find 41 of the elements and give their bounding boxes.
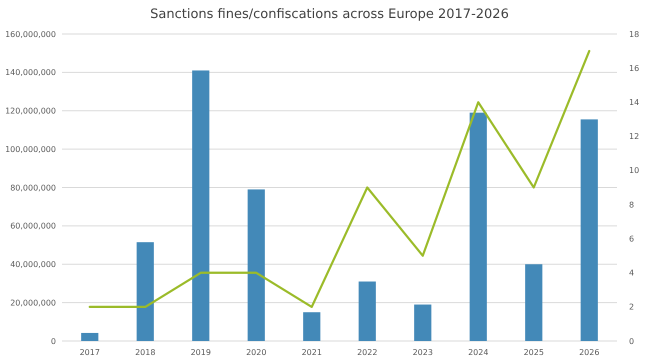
y2-tick-label: 8 (629, 200, 634, 210)
y2-tick-label: 14 (629, 98, 640, 108)
bar (414, 304, 432, 341)
y2-tick-label: 2 (629, 302, 634, 312)
x-tick-label: 2025 (524, 348, 544, 357)
y2-tick-label: 10 (629, 166, 640, 176)
y2-tick-label: 16 (629, 64, 640, 73)
y2-tick-label: 6 (629, 234, 634, 244)
x-tick-label: 2026 (579, 348, 600, 357)
bar (580, 119, 598, 341)
y-tick-label: 80,000,000 (10, 183, 56, 192)
y-tick-label: 20,000,000 (10, 298, 56, 308)
bar (81, 332, 98, 341)
bar (303, 312, 320, 341)
bar (192, 70, 210, 341)
x-tick-label: 2021 (302, 348, 322, 357)
x-tick-label: 2019 (190, 348, 211, 357)
x-tick-label: 2017 (80, 348, 100, 357)
x-tick-label: 2022 (357, 348, 378, 357)
y-tick-label: 40,000,000 (10, 260, 56, 270)
x-tick-label: 2018 (135, 348, 156, 357)
bar (248, 189, 265, 341)
y-tick-label: 160,000,000 (5, 30, 56, 39)
y-tick-label: 120,000,000 (5, 106, 56, 116)
line-series (88, 50, 590, 308)
bar (470, 112, 487, 341)
bar (525, 264, 542, 341)
y2-tick-label: 12 (629, 132, 640, 142)
y-tick-label: 0 (50, 336, 56, 346)
bar (358, 282, 376, 341)
x-tick-label: 2023 (412, 348, 433, 357)
y-tick-label: 100,000,000 (5, 144, 56, 154)
x-tick-label: 2024 (468, 348, 488, 357)
y-tick-label: 140,000,000 (5, 68, 56, 78)
y2-tick-label: 18 (629, 30, 640, 39)
y2-tick-label: 4 (629, 268, 634, 278)
bar (136, 242, 154, 341)
y2-tick-label: 0 (629, 336, 634, 346)
x-tick-label: 2020 (246, 348, 266, 357)
chart-title: Sanctions fines/confiscations across Europe 2017-2026 (150, 7, 509, 22)
y-tick-label: 60,000,000 (10, 222, 56, 231)
